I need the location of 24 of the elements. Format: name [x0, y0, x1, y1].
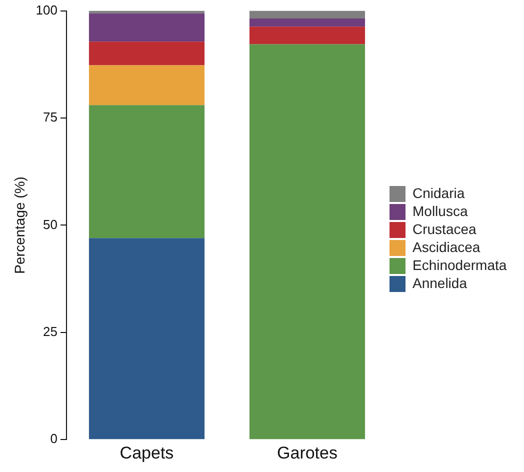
legend-label: Cnidaria: [412, 184, 465, 201]
x-tick-label: Capets: [120, 443, 174, 462]
bar: [249, 44, 366, 440]
legend-label: Annelida: [412, 274, 468, 291]
y-axis-title: Percentage (%): [11, 176, 28, 274]
bar: [249, 26, 366, 44]
y-tick-label: 75: [43, 110, 58, 125]
x-tick-label: Garotes: [277, 443, 338, 462]
y-tick-label: 50: [43, 216, 58, 232]
legend-label: Echinodermata: [412, 256, 507, 273]
bar: [249, 10, 366, 19]
bar: [88, 42, 205, 66]
bar: [88, 65, 205, 106]
y-tick-label: 0: [50, 431, 58, 446]
legend-label: Mollusca: [412, 202, 468, 219]
bar: [249, 18, 366, 27]
bar: [88, 238, 205, 440]
legend-label: Crustacea: [412, 220, 477, 237]
bar: [88, 105, 205, 238]
bar: [88, 13, 205, 42]
legend-label: Ascidiacea: [412, 238, 480, 255]
y-tick-label: 25: [43, 324, 58, 339]
bar: [88, 10, 205, 14]
y-tick-label: 100: [36, 2, 58, 18]
